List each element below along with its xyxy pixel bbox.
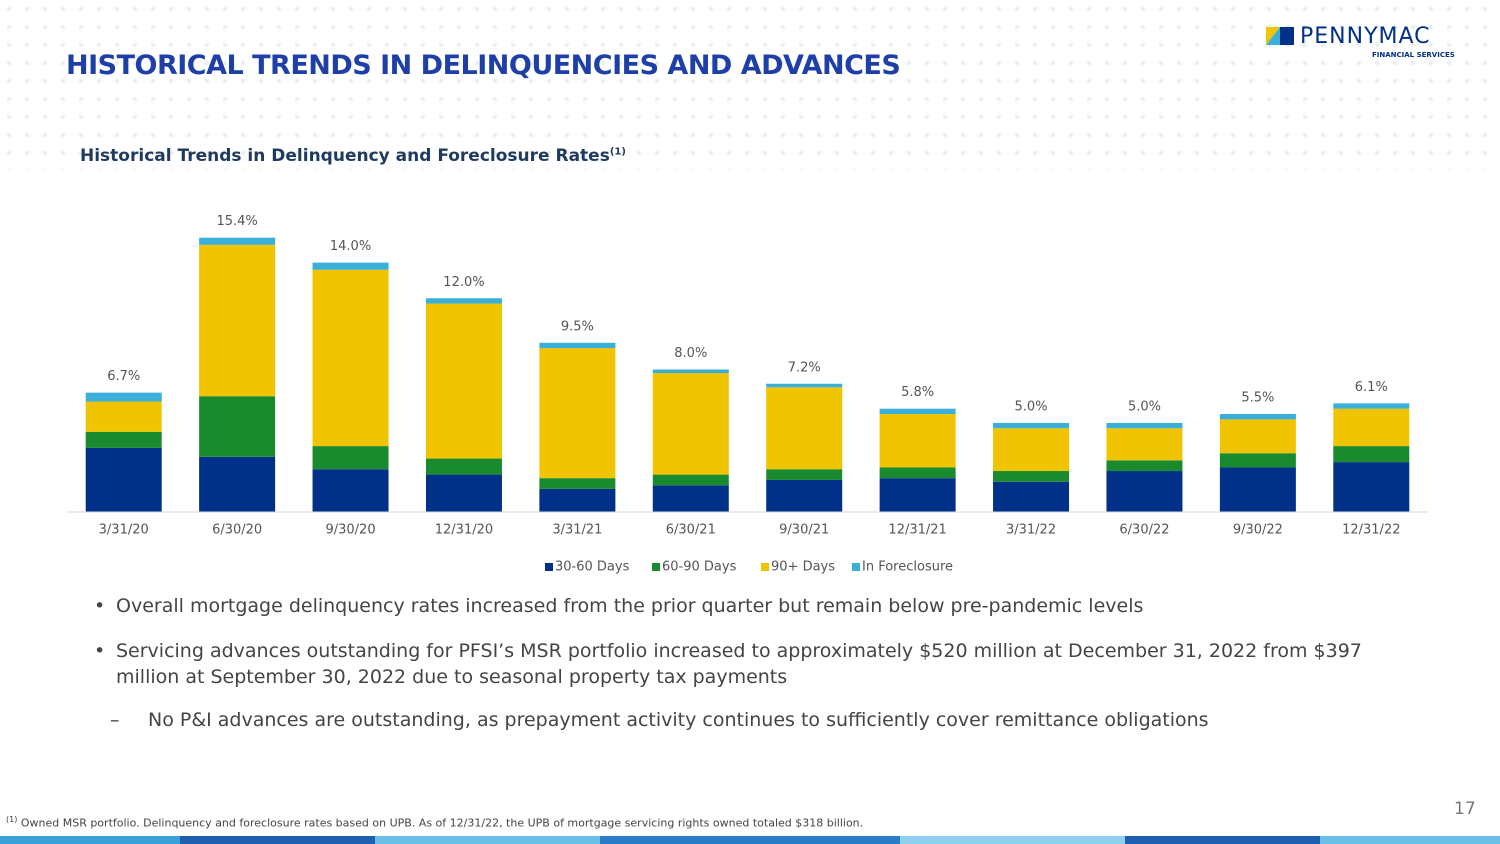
bar-segment (425, 474, 502, 512)
bar-segment (199, 396, 276, 457)
bar-segment (1333, 408, 1410, 447)
dot-pattern (0, 0, 1500, 170)
sub-bullet: No P&I advances are outstanding, as prep… (148, 709, 1209, 731)
note-mark: (1) (609, 146, 626, 158)
total-label: 7.2% (788, 360, 821, 375)
x-tick-label: 12/31/20 (435, 523, 493, 538)
total-label: 6.7% (107, 369, 140, 384)
bar-segment (766, 479, 843, 512)
bar-segment (993, 481, 1070, 512)
bar-segment (879, 414, 956, 468)
bar-segment (879, 478, 956, 512)
footnote: (1) Owned MSR portfolio. Delinquency and… (6, 815, 863, 830)
bar-segment (85, 447, 162, 512)
legend-swatch (852, 563, 860, 571)
legend-label: 60-90 Days (662, 560, 737, 575)
bar-segment (1219, 419, 1296, 454)
x-tick-label: 9/30/21 (779, 523, 829, 538)
bar-segment (652, 474, 729, 486)
x-tick-label: 3/31/20 (99, 523, 149, 538)
bar-segment (85, 392, 162, 402)
bar-segment (993, 422, 1070, 429)
total-label: 6.1% (1355, 380, 1388, 395)
bar-segment (1106, 428, 1183, 461)
bar-segment (1333, 446, 1410, 463)
bar-segment (1219, 414, 1296, 420)
bullet: Overall mortgage delinquency rates incre… (94, 593, 1396, 619)
legend-swatch (761, 563, 769, 571)
legend-label: 30-60 Days (555, 560, 630, 575)
bar-segment (652, 485, 729, 512)
footnote-text: Owned MSR portfolio. Delinquency and for… (20, 816, 864, 830)
logo-sub: FINANCIAL SERVICES (1372, 51, 1455, 59)
bar-segment (199, 244, 276, 397)
bar-segment (652, 369, 729, 374)
x-tick-label: 3/31/21 (552, 523, 602, 538)
bar-segment (1333, 462, 1410, 512)
x-tick-label: 6/30/21 (666, 523, 716, 538)
bar-segment (766, 387, 843, 470)
bar-segment (539, 488, 616, 512)
footer-stripe (0, 836, 1500, 844)
bar-segment (425, 303, 502, 459)
bar-segment (539, 348, 616, 479)
bar-segment (1219, 453, 1296, 468)
logo: PENNYMAC (1300, 24, 1431, 49)
legend-swatch (545, 563, 553, 571)
bar-segment (85, 401, 162, 432)
x-tick-label: 9/30/22 (1233, 523, 1283, 538)
legend-label: 90+ Days (771, 560, 835, 575)
bar-segment (539, 478, 616, 489)
legend-swatch (652, 563, 660, 571)
chart: 6.7% 3/31/20 15.4% 6/30/20 14.0% 9/30/20 12.0%… (67, 214, 1428, 575)
total-label: 5.0% (1128, 399, 1161, 414)
bar-segment (1219, 467, 1296, 512)
bar-segment (312, 269, 389, 447)
bar-segment (1106, 422, 1183, 429)
bar-segment (993, 428, 1070, 472)
bar-segment (652, 373, 729, 475)
total-label: 12.0% (443, 275, 484, 290)
x-tick-label: 12/31/21 (888, 523, 946, 538)
chart-title-text: Historical Trends in Delinquency and For… (80, 146, 610, 166)
page-number: 17 (1454, 799, 1476, 819)
total-label: 5.0% (1015, 399, 1048, 414)
logo-icon (1266, 27, 1294, 45)
x-tick-label: 3/31/22 (1006, 523, 1056, 538)
total-label: 9.5% (561, 319, 594, 334)
footnote-mark: (1) (6, 815, 18, 824)
bar-segment (1106, 471, 1183, 512)
bar-segment (312, 446, 389, 470)
slide-title: HISTORICAL TRENDS IN DELINQUENCIES AND A… (66, 50, 901, 81)
bar-segment (425, 298, 502, 304)
bar-segment (766, 383, 843, 388)
bar-segment (879, 467, 956, 479)
bar-segment (1106, 460, 1183, 472)
x-tick-label: 6/30/22 (1119, 523, 1169, 538)
bar-segment (766, 469, 843, 480)
legend-label: In Foreclosure (862, 560, 953, 575)
total-label: 14.0% (330, 239, 371, 254)
x-tick-label: 12/31/22 (1342, 523, 1400, 538)
total-label: 8.0% (674, 346, 707, 361)
bar-segment (85, 431, 162, 448)
sub-bullet-mark: – (110, 709, 120, 731)
bar-segment (312, 262, 389, 270)
bar-segment (199, 456, 276, 512)
bar-segment (539, 342, 616, 349)
x-tick-label: 6/30/20 (212, 523, 262, 538)
bar-segment (993, 471, 1070, 482)
total-label: 5.8% (901, 385, 934, 400)
bar-segment (199, 237, 276, 245)
bar-segment (1333, 403, 1410, 409)
bullet: Servicing advances outstanding for PFSI’… (94, 638, 1396, 690)
x-tick-label: 9/30/20 (325, 523, 375, 538)
chart-title: Historical Trends in Delinquency and For… (80, 146, 626, 166)
total-label: 15.4% (216, 214, 257, 229)
bar-segment (425, 458, 502, 475)
bar-segment (879, 408, 956, 415)
bar-segment (312, 469, 389, 512)
total-label: 5.5% (1241, 391, 1274, 406)
